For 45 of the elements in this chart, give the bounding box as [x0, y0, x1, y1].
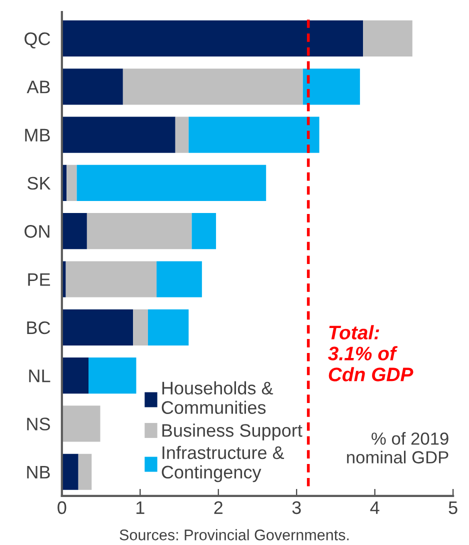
bar	[133, 309, 148, 346]
bar	[62, 406, 100, 442]
bar	[62, 309, 134, 346]
bar	[62, 454, 78, 490]
y-tick-label: ON	[24, 225, 50, 238]
x-tick-label: 1	[136, 501, 144, 514]
bar	[363, 20, 412, 57]
bar	[302, 68, 360, 105]
y-tick-label: PE	[28, 273, 50, 286]
bar	[62, 358, 89, 394]
y-tick-label: BC	[27, 321, 50, 334]
bar	[62, 116, 176, 153]
x-tick-label: 2	[214, 501, 222, 514]
bar	[148, 309, 189, 346]
bar	[62, 68, 123, 105]
x-tick-label: 0	[58, 501, 66, 514]
annotation: % of 2019 nominal GDP	[347, 432, 448, 464]
x-tick-label: 4	[370, 501, 380, 514]
bar	[88, 358, 136, 394]
legend-label: Infrastructure & Contingency	[162, 446, 284, 482]
y-tick-label: MB	[25, 128, 50, 142]
bar	[62, 213, 87, 250]
x-tick-label: 5	[448, 501, 458, 514]
y-tick-label: QC	[24, 32, 50, 48]
bar	[156, 261, 202, 298]
bar	[175, 116, 189, 153]
source-note: Sources: Provincial Governments.	[120, 529, 349, 540]
y-tick-label: NS	[27, 418, 50, 430]
bar	[66, 261, 157, 298]
bar	[66, 164, 77, 201]
bar	[62, 20, 364, 57]
bar	[86, 213, 192, 250]
y-tick-label: AB	[26, 80, 50, 94]
legend-label: Households & Communities	[162, 381, 274, 414]
legend-label: Business Support	[162, 424, 302, 440]
ref-line-label: Total: 3.1% of Cdn GDP	[328, 325, 414, 382]
x-tick-label: 3	[292, 501, 301, 514]
y-tick-label: NB	[27, 466, 50, 478]
bar	[76, 164, 266, 201]
y-tick-label: SK	[28, 176, 51, 190]
bar	[188, 116, 320, 153]
bar	[78, 454, 92, 490]
bar	[122, 68, 303, 105]
y-tick-label: NL	[29, 370, 50, 382]
bar	[192, 213, 216, 250]
